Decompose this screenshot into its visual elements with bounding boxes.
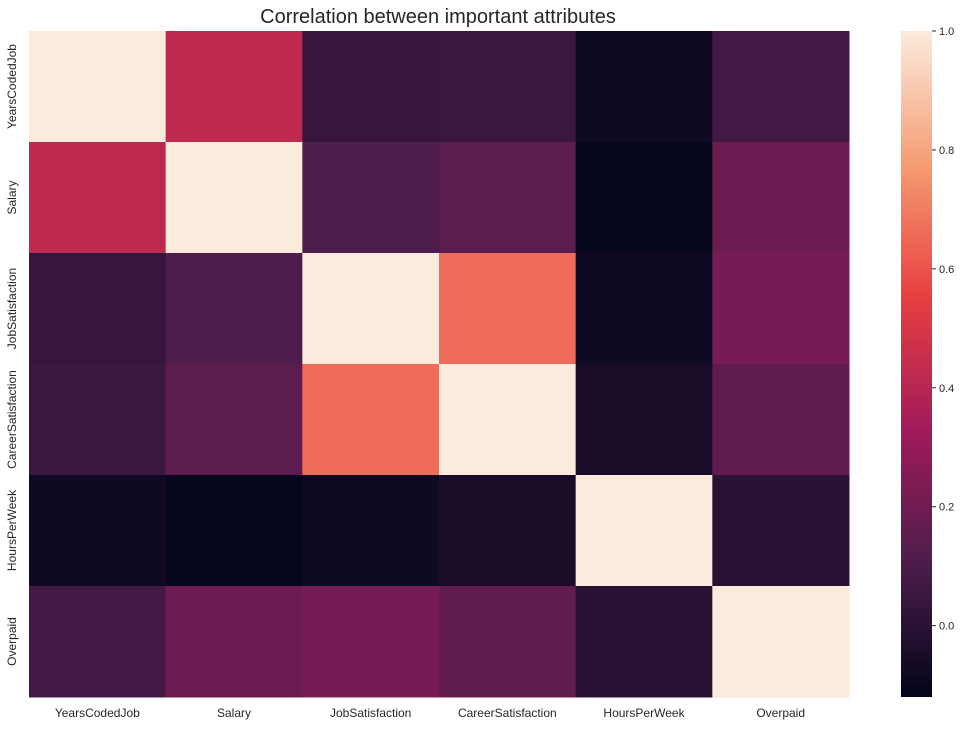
colorbar-tick-label: 0.8 <box>939 145 954 157</box>
colorbar-tick-label: 0.6 <box>939 264 954 276</box>
y-tick-label: HoursPerWeek <box>5 489 19 571</box>
y-tick-label: Salary <box>5 180 19 214</box>
heatmap-cell-0-4 <box>575 31 713 143</box>
x-axis-tick-labels: YearsCodedJob Salary JobSatisfaction Career… <box>55 706 805 720</box>
heatmap-cell-3-3 <box>439 364 577 476</box>
colorbar-tick-label: 0.4 <box>939 383 954 395</box>
heatmap-cells <box>29 31 850 698</box>
heatmap-cell-1-2 <box>302 142 440 254</box>
heatmap-cell-1-4 <box>575 142 713 254</box>
heatmap-cell-1-3 <box>439 142 577 254</box>
heatmap-cell-2-3 <box>439 253 577 365</box>
heatmap-cell-2-2 <box>302 253 440 365</box>
heatmap-cell-2-0 <box>29 253 167 365</box>
heatmap-cell-3-5 <box>712 364 850 476</box>
heatmap-cell-1-5 <box>712 142 850 254</box>
heatmap-cell-3-1 <box>165 364 303 476</box>
heatmap-cell-4-5 <box>712 475 850 587</box>
heatmap-cell-3-2 <box>302 364 440 476</box>
x-tick-label: CareerSatisfaction <box>458 706 557 720</box>
heatmap-cell-3-4 <box>575 364 713 476</box>
heatmap-cell-4-4 <box>575 475 713 587</box>
heatmap-cell-4-3 <box>439 475 577 587</box>
x-tick-label: JobSatisfaction <box>330 706 411 720</box>
heatmap-cell-2-1 <box>165 253 303 365</box>
heatmap-cell-4-0 <box>29 475 167 587</box>
chart-title: Correlation between important attributes <box>260 6 616 28</box>
heatmap-cell-5-4 <box>575 586 713 698</box>
heatmap-cell-1-1 <box>165 142 303 254</box>
heatmap-cell-4-1 <box>165 475 303 587</box>
x-tick-label: Salary <box>217 706 251 720</box>
colorbar-tick-label: 1.0 <box>939 26 954 38</box>
y-tick-label: JobSatisfaction <box>5 268 19 349</box>
x-tick-label: Overpaid <box>756 706 805 720</box>
y-tick-label: YearsCodedJob <box>5 44 19 129</box>
colorbar-gradient <box>901 31 932 697</box>
colorbar: 0.0 0.2 0.4 0.6 0.8 1.0 <box>901 26 954 697</box>
colorbar-tick-label: 0.2 <box>939 502 954 514</box>
heatmap-cell-5-0 <box>29 586 167 698</box>
heatmap-cell-2-5 <box>712 253 850 365</box>
heatmap-cell-5-2 <box>302 586 440 698</box>
y-tick-label: CareerSatisfaction <box>5 370 19 469</box>
heatmap-cell-5-1 <box>165 586 303 698</box>
colorbar-tick-label: 0.0 <box>939 621 954 633</box>
heatmap-cell-5-5 <box>712 586 850 698</box>
heatmap-cell-4-2 <box>302 475 440 587</box>
heatmap-cell-5-3 <box>439 586 577 698</box>
y-axis-tick-labels: YearsCodedJob Salary JobSatisfaction Career… <box>5 44 19 666</box>
heatmap-cell-0-2 <box>302 31 440 143</box>
heatmap-cell-0-5 <box>712 31 850 143</box>
heatmap-cell-0-1 <box>165 31 303 143</box>
heatmap-cell-3-0 <box>29 364 167 476</box>
x-tick-label: HoursPerWeek <box>603 706 685 720</box>
y-tick-label: Overpaid <box>5 617 19 666</box>
heatmap-cell-2-4 <box>575 253 713 365</box>
heatmap-cell-0-0 <box>29 31 167 143</box>
heatmap-cell-0-3 <box>439 31 577 143</box>
x-tick-label: YearsCodedJob <box>55 706 140 720</box>
heatmap-cell-1-0 <box>29 142 167 254</box>
